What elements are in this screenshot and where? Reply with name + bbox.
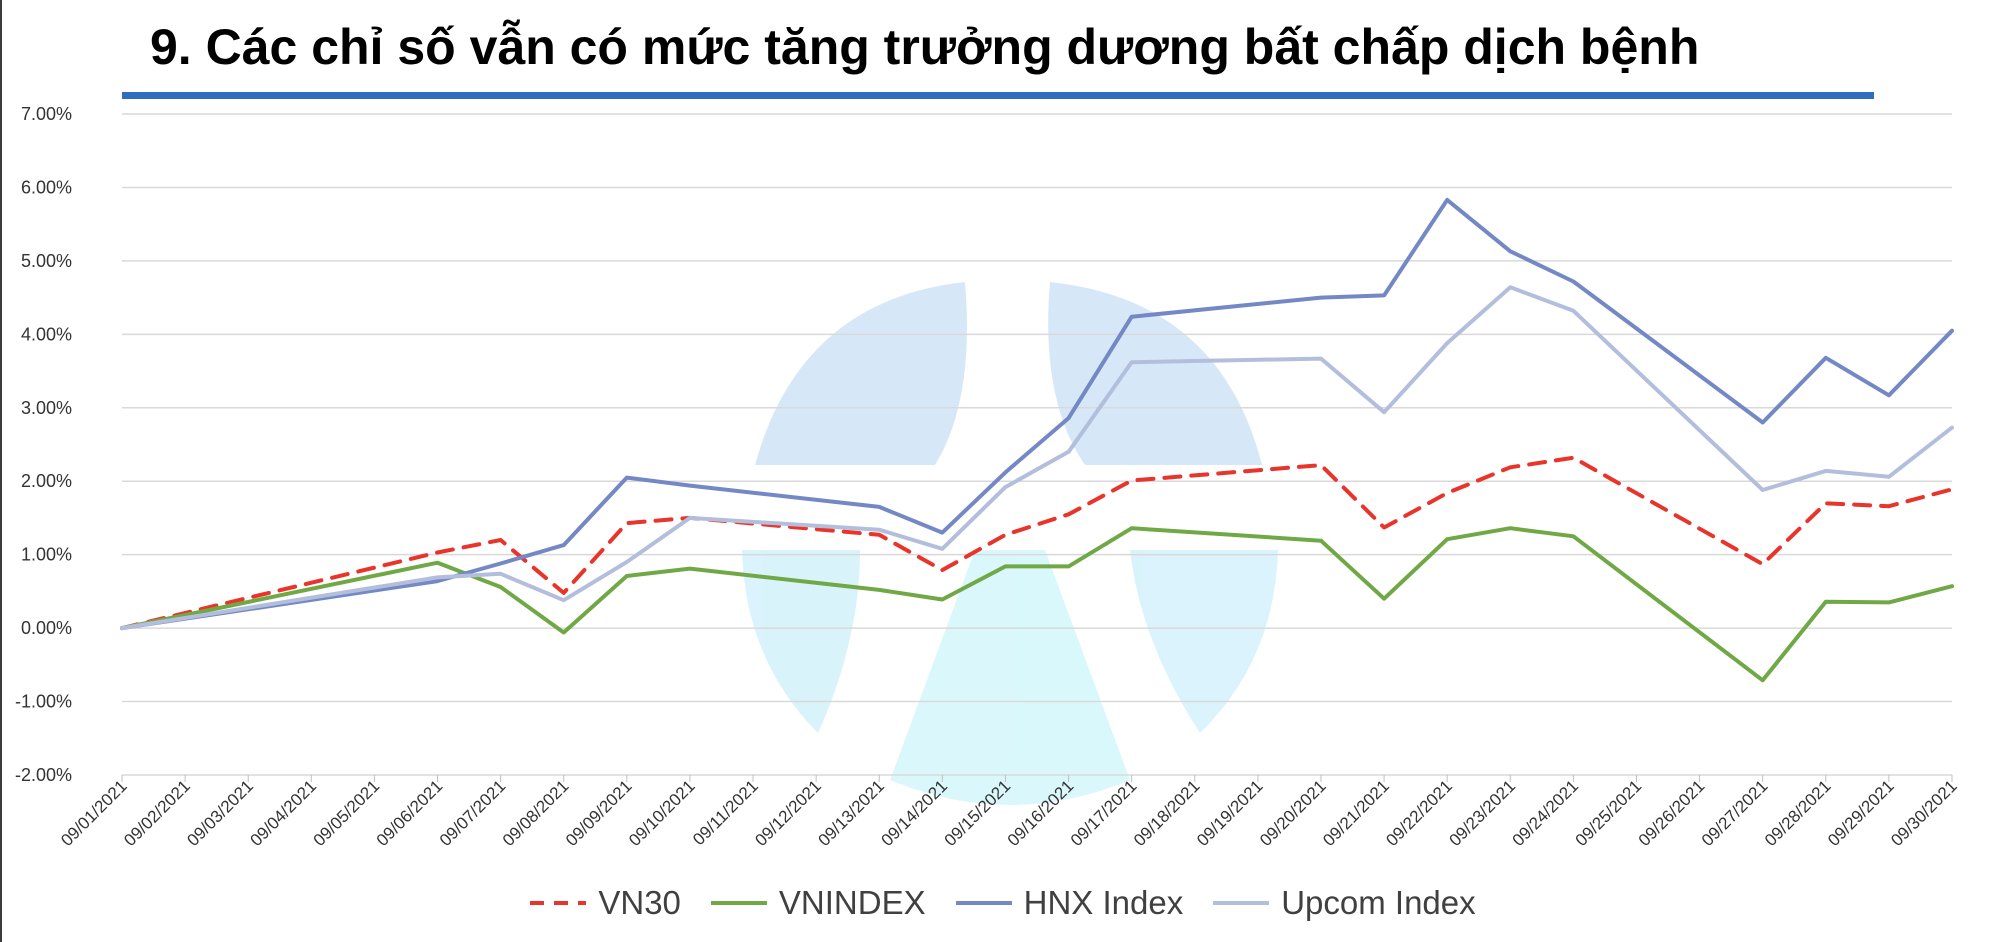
legend-label-hnx: HNX Index — [1023, 884, 1184, 921]
x-tick-label: 09/26/2021 — [1635, 776, 1709, 850]
x-tick-label: 09/24/2021 — [1509, 776, 1583, 850]
x-tick-label: 09/13/2021 — [814, 776, 888, 850]
legend-swatch-upcom — [1213, 901, 1270, 905]
y-tick-label: 2.00% — [21, 471, 72, 491]
y-tick-label: 4.00% — [21, 324, 72, 344]
y-tick-label: 7.00% — [21, 104, 72, 124]
y-tick-label: 3.00% — [21, 398, 72, 418]
legend-swatch-hnx — [955, 901, 1012, 905]
x-tick-label: 09/03/2021 — [183, 776, 257, 850]
series-layer — [120, 197, 1954, 683]
x-tick-label: 09/08/2021 — [499, 776, 573, 850]
x-axis: 09/01/202109/02/202109/03/202109/04/2021… — [57, 775, 1961, 850]
y-tick-label: 0.00% — [21, 618, 72, 638]
x-tick-label: 09/28/2021 — [1761, 776, 1835, 850]
legend-label-upcom: Upcom Index — [1281, 884, 1476, 921]
x-tick-label: 09/02/2021 — [120, 776, 194, 850]
x-tick-label: 09/11/2021 — [689, 776, 762, 849]
legend-item-hnx: HNX Index — [954, 884, 1184, 922]
legend-label-vn30: VN30 — [598, 884, 681, 921]
x-tick-label: 09/25/2021 — [1572, 776, 1646, 850]
series-line-vnindex — [120, 526, 1954, 683]
y-axis: -2.00% -1.00% 0.00% 1.00% 2.00% 3.00% 4.00% 5.0… — [15, 104, 72, 785]
y-tick-label: 5.00% — [21, 251, 72, 271]
x-tick-label: 09/22/2021 — [1382, 776, 1456, 850]
legend-item-upcom: Upcom Index — [1211, 884, 1476, 922]
y-tick-label: 6.00% — [21, 177, 72, 197]
x-tick-label: 09/18/2021 — [1130, 776, 1204, 850]
legend-label-vnindex: VNINDEX — [778, 884, 926, 921]
x-tick-label: 09/30/2021 — [1887, 776, 1961, 850]
x-tick-label: 09/20/2021 — [1256, 776, 1330, 850]
x-tick-label: 09/27/2021 — [1698, 776, 1772, 850]
series-line-vn30 — [120, 455, 1954, 631]
y-tick-label: -1.00% — [15, 692, 72, 712]
watermark-logo — [742, 282, 1278, 805]
series-line-upcom-index — [120, 285, 1954, 631]
x-tick-label: 09/04/2021 — [247, 776, 321, 850]
line-chart: -2.00% -1.00% 0.00% 1.00% 2.00% 3.00% 4.00% 5.0… — [15, 104, 1961, 850]
x-tick-label: 09/23/2021 — [1445, 776, 1519, 850]
x-tick-label: 09/12/2021 — [751, 776, 825, 850]
left-edge-rule — [0, 0, 2, 942]
title-underline — [122, 92, 1874, 99]
y-tick-label: -2.00% — [15, 765, 72, 785]
x-tick-label: 09/19/2021 — [1193, 776, 1267, 850]
legend-swatch-vnindex — [710, 901, 767, 905]
slide-title: 9. Các chỉ số vẫn có mức tăng trưởng dươ… — [150, 19, 1700, 75]
x-tick-label: 09/21/2021 — [1319, 776, 1393, 850]
x-tick-label: 09/29/2021 — [1824, 776, 1898, 850]
legend-item-vnindex: VNINDEX — [709, 884, 926, 922]
legend: VN30 VNINDEX HNX Index Upcom Index — [0, 884, 2004, 922]
x-tick-label: 09/06/2021 — [373, 776, 447, 850]
series-line-hnx-index — [120, 197, 1954, 631]
legend-item-vn30: VN30 — [528, 884, 681, 922]
legend-swatch-vn30 — [530, 901, 587, 905]
y-tick-label: 1.00% — [21, 545, 72, 565]
x-tick-label: 09/05/2021 — [310, 776, 384, 850]
x-tick-label: 09/10/2021 — [625, 776, 699, 850]
x-tick-label: 09/09/2021 — [562, 776, 636, 850]
x-tick-label: 09/01/2021 — [57, 776, 131, 850]
x-tick-label: 09/07/2021 — [436, 776, 510, 850]
